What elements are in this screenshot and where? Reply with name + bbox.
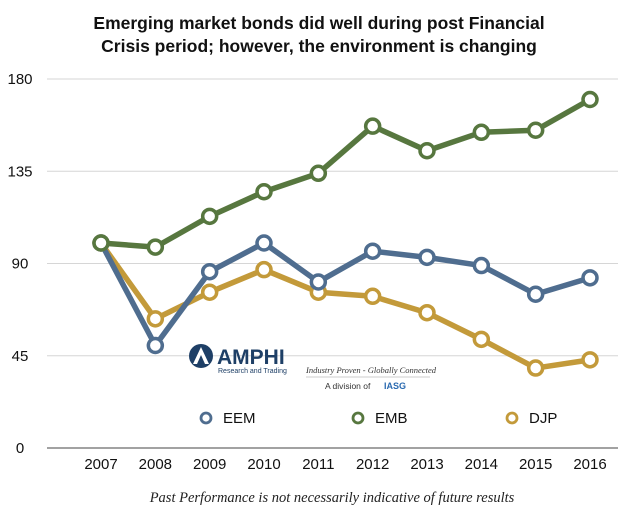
y-tick-label: 45 — [12, 348, 29, 365]
x-tick-label: 2016 — [573, 456, 606, 473]
data-point-djp — [146, 310, 165, 328]
data-point-eem — [472, 256, 491, 275]
chart-title-line-1: Emerging market bonds did well during po… — [93, 13, 544, 33]
legend-item-djp: DJP — [505, 410, 557, 427]
x-tick-label: 2007 — [84, 456, 117, 473]
data-point-djp — [581, 351, 599, 369]
legend-marker-emb — [351, 411, 365, 425]
data-point-emb — [255, 183, 273, 201]
data-point-eem — [255, 234, 273, 252]
x-tick-label: 2012 — [356, 456, 389, 473]
series-line-eem — [98, 240, 593, 349]
x-tick-label: 2015 — [519, 456, 552, 473]
series-djp — [92, 234, 599, 377]
data-point-emb — [418, 142, 436, 160]
logo-slogan: Industry Proven - Globally Connected — [305, 365, 437, 375]
legend-label-emb: EMB — [375, 410, 408, 427]
legend-marker-djp — [505, 411, 519, 425]
data-point-djp — [255, 260, 273, 279]
logo-name: AMPHI — [217, 346, 285, 369]
y-tick-label: 0 — [16, 440, 24, 457]
data-point-emb — [526, 121, 545, 139]
logo-tagline: Research and Trading — [218, 368, 287, 375]
data-point-djp — [472, 330, 491, 349]
data-point-eem — [526, 285, 545, 303]
data-point-emb — [92, 234, 110, 252]
x-tick-label: 2013 — [410, 456, 443, 473]
data-point-eem — [418, 248, 436, 267]
data-point-emb — [472, 123, 491, 142]
x-tick-label: 2009 — [193, 456, 226, 473]
data-point-emb — [146, 238, 165, 256]
data-point-emb — [581, 90, 599, 109]
data-point-emb — [200, 207, 219, 226]
data-point-djp — [200, 283, 219, 301]
legend-label-djp: DJP — [529, 410, 557, 427]
data-point-eem — [200, 262, 219, 281]
footnote: Past Performance is not necessarily indi… — [149, 490, 515, 506]
x-tick-label: 2008 — [139, 456, 172, 473]
y-tick-label: 90 — [12, 256, 29, 273]
gridlines — [47, 78, 618, 449]
legend-label-eem: EEM — [223, 410, 256, 427]
y-axis: 0 45 90 135 180 — [7, 71, 32, 457]
data-point-djp — [418, 303, 436, 322]
data-point-djp — [526, 359, 545, 377]
y-tick-label: 135 — [7, 163, 32, 180]
logo-division-prefix: A division of — [325, 381, 371, 391]
chart-title-line-2: Crisis period; however, the environment … — [101, 36, 537, 56]
series-emb — [92, 90, 599, 256]
data-point-eem — [363, 242, 382, 260]
legend: EEM EMB DJP — [199, 410, 557, 427]
legend-item-emb: EMB — [351, 410, 408, 427]
company-logo: AMPHI Research and Trading Industry Prov… — [189, 344, 437, 391]
data-point-djp — [363, 287, 382, 306]
legend-item-eem: EEM — [199, 410, 256, 427]
amphi-logo-icon — [189, 344, 213, 368]
x-tick-label: 2014 — [465, 456, 498, 473]
logo-division: IASG — [384, 381, 406, 391]
chart-title: Emerging market bonds did well during po… — [93, 13, 544, 56]
data-point-emb — [309, 164, 328, 183]
x-tick-label: 2010 — [247, 456, 280, 473]
data-point-emb — [363, 117, 382, 135]
data-point-eem — [146, 336, 165, 355]
series-line-emb — [98, 96, 593, 250]
x-tick-label: 2011 — [302, 456, 334, 473]
data-point-eem — [309, 273, 328, 291]
legend-marker-eem — [199, 411, 213, 425]
data-point-eem — [581, 269, 599, 287]
x-axis: 2007 2008 2009 2010 2011 2012 2013 2014 2015 2016 — [84, 456, 606, 473]
series-line-djp — [98, 240, 593, 371]
y-tick-label: 180 — [7, 71, 32, 88]
series-layer — [92, 90, 599, 377]
